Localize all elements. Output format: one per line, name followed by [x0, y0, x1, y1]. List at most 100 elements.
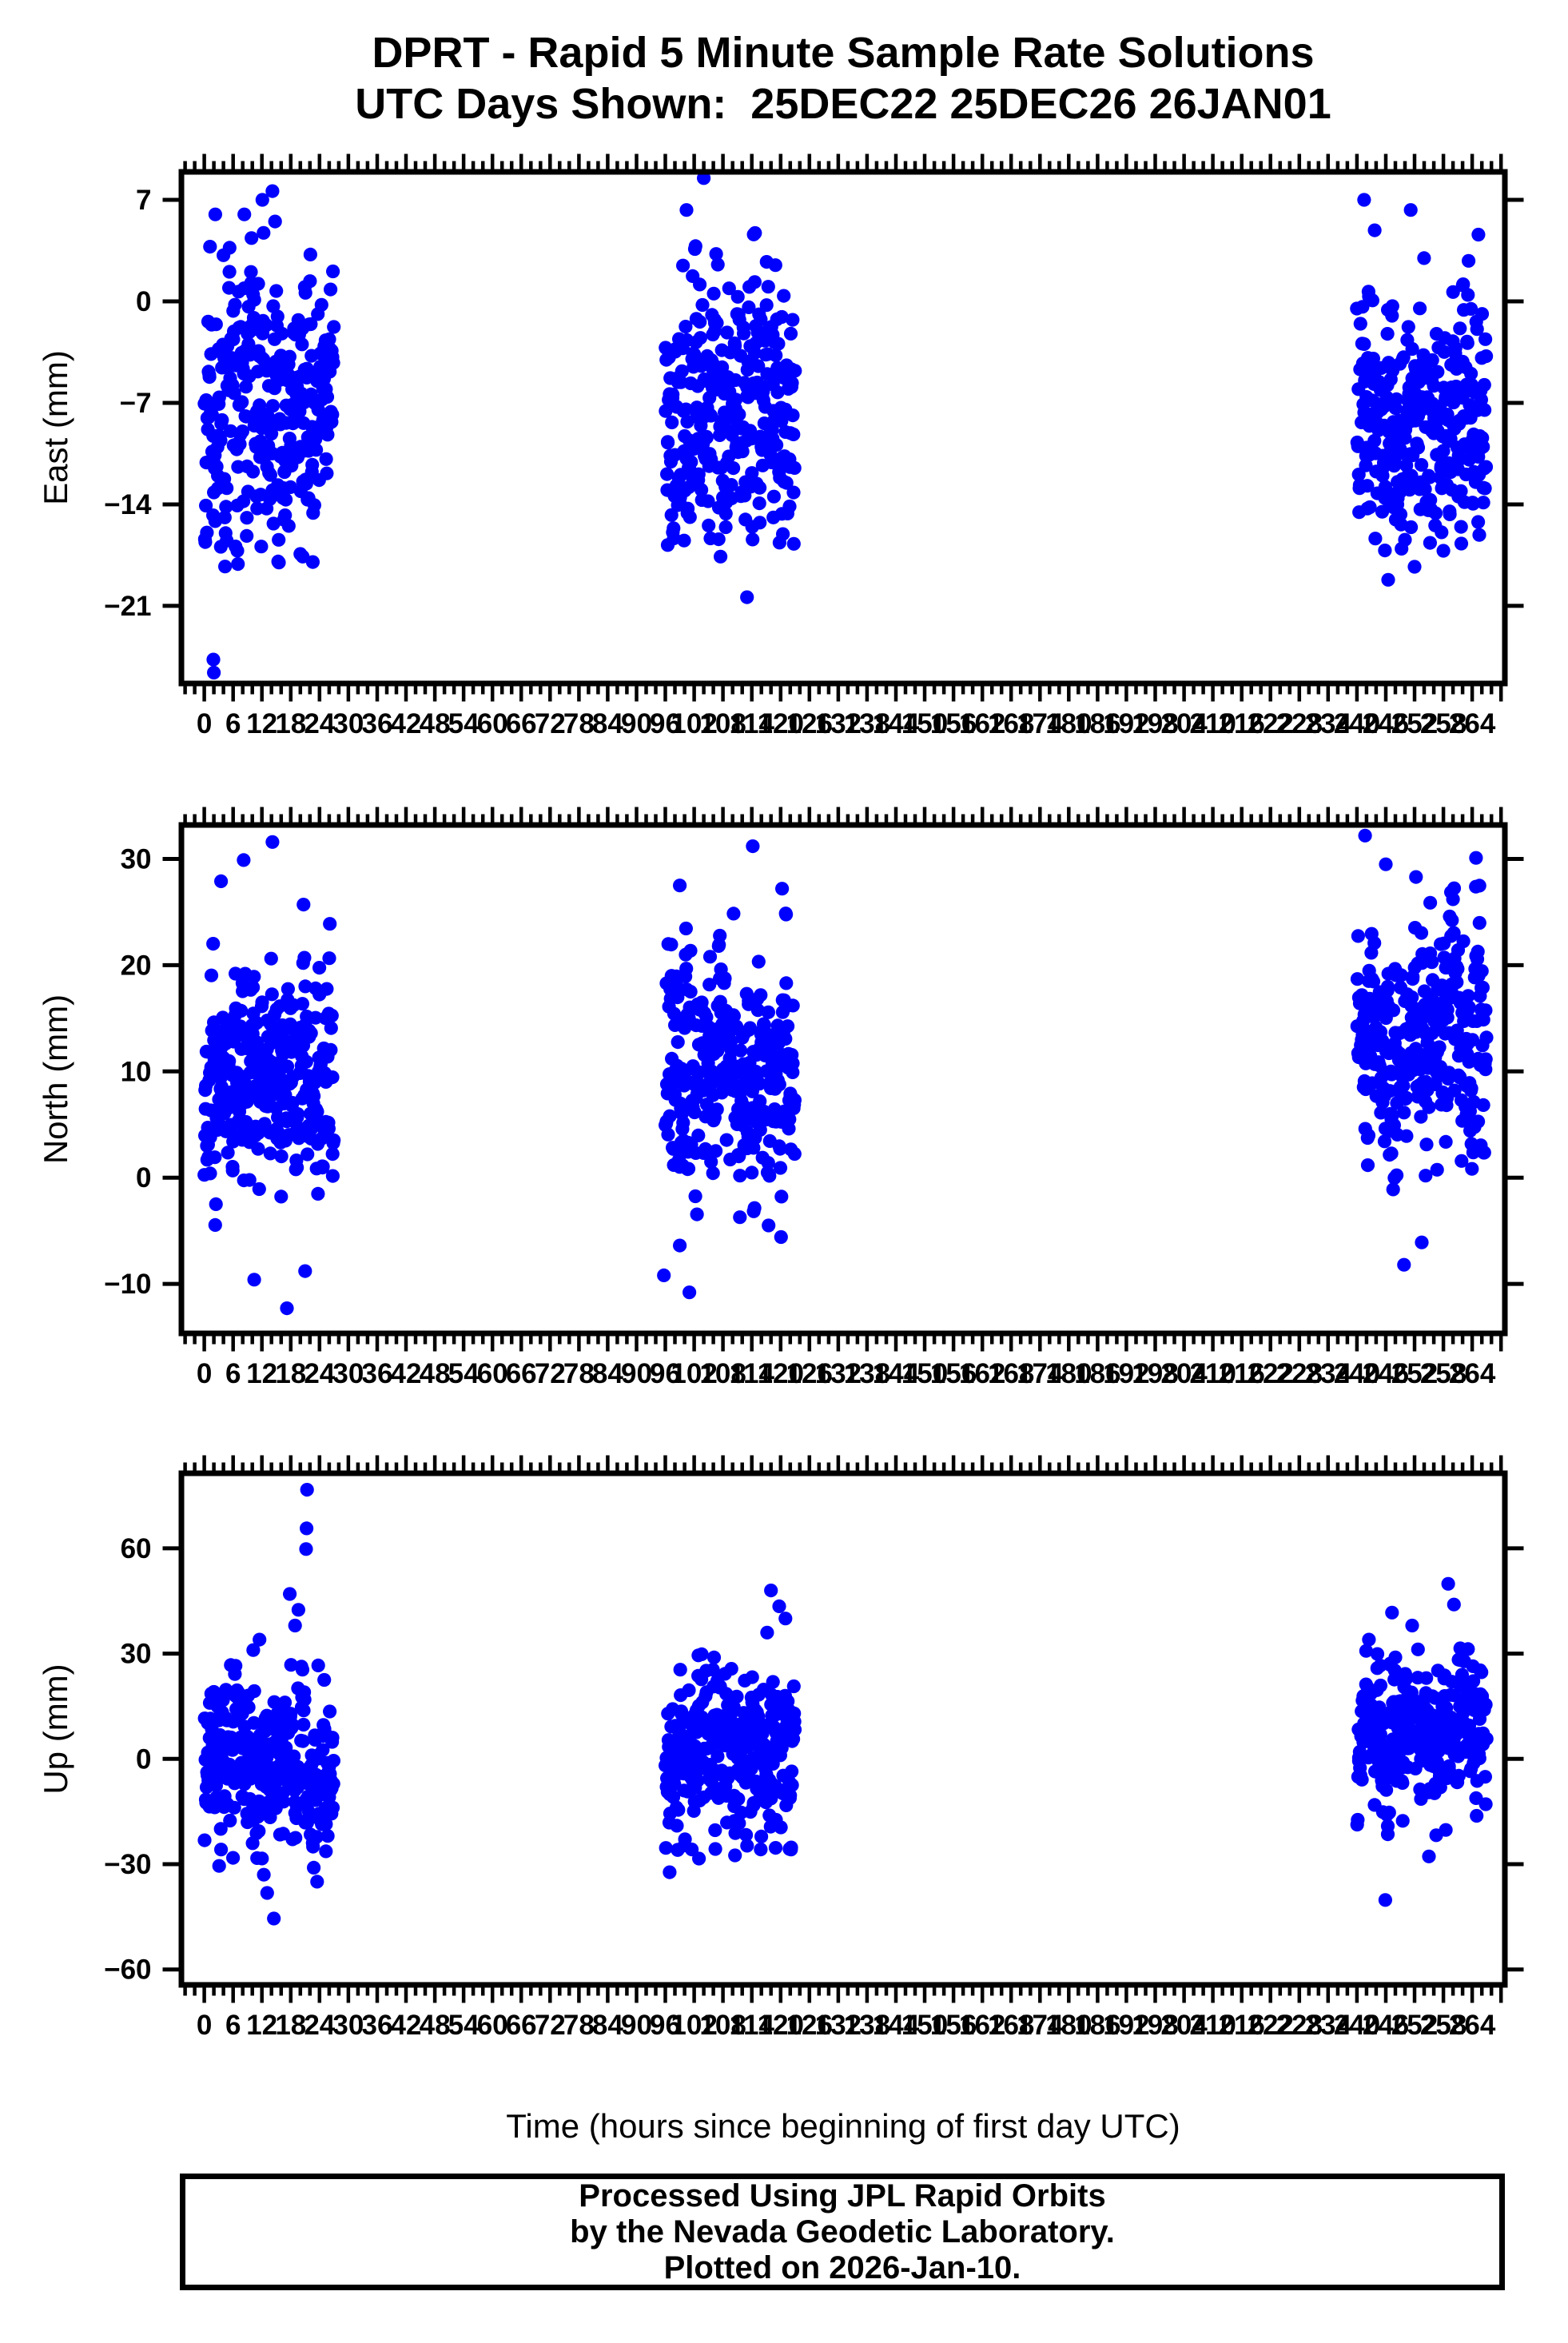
svg-text:216: 216	[1218, 1358, 1264, 1389]
svg-text:180: 180	[1045, 1358, 1092, 1389]
east-frame	[178, 169, 1508, 687]
svg-text:0: 0	[197, 1358, 212, 1389]
svg-text:168: 168	[988, 1358, 1034, 1389]
east-points	[197, 171, 1494, 680]
svg-text:222: 222	[1247, 1358, 1293, 1389]
svg-text:42: 42	[391, 2010, 422, 2041]
svg-text:264: 264	[1449, 2010, 1496, 2041]
svg-text:150: 150	[901, 1358, 948, 1389]
svg-text:204: 204	[1160, 1358, 1208, 1389]
svg-text:0: 0	[197, 2010, 212, 2041]
svg-text:252: 252	[1391, 1358, 1438, 1389]
svg-text:102: 102	[671, 1358, 717, 1389]
svg-text:6: 6	[225, 1358, 241, 1389]
svg-text:−21: −21	[104, 591, 151, 622]
svg-text:78: 78	[563, 708, 595, 739]
east-axis-title: East (mm)	[37, 350, 74, 505]
svg-text:24: 24	[304, 1358, 335, 1389]
svg-text:10: 10	[121, 1056, 152, 1087]
svg-text:198: 198	[1132, 2010, 1178, 2041]
svg-text:252: 252	[1391, 2010, 1438, 2041]
svg-text:0: 0	[197, 708, 212, 739]
svg-text:6: 6	[225, 2010, 241, 2041]
svg-text:114: 114	[729, 1358, 774, 1389]
svg-text:−10: −10	[104, 1269, 151, 1300]
svg-text:−7: −7	[120, 388, 152, 419]
svg-text:192: 192	[1103, 2010, 1149, 2041]
svg-text:108: 108	[699, 2010, 746, 2041]
svg-text:174: 174	[1017, 1358, 1064, 1389]
panel-north: 0 6 12182430364248546066727884909610210811…	[104, 807, 1524, 1389]
caption-line1: Processed Using JPL Rapid Orbits	[579, 2178, 1106, 2213]
svg-text:240: 240	[1334, 2010, 1380, 2041]
caption-line3: Plotted on 2026-Jan-10.	[663, 2249, 1021, 2285]
svg-text:132: 132	[815, 2010, 862, 2041]
svg-text:210: 210	[1189, 1358, 1236, 1389]
svg-text:234: 234	[1305, 2010, 1352, 2041]
svg-text:0: 0	[136, 286, 151, 317]
svg-text:42: 42	[391, 1358, 422, 1389]
svg-text:30: 30	[332, 708, 364, 739]
svg-text:258: 258	[1420, 1358, 1467, 1389]
svg-text:48: 48	[420, 708, 451, 739]
up-y-ticks	[162, 1546, 1524, 1972]
svg-text:198: 198	[1132, 708, 1178, 739]
svg-text:120: 120	[758, 1358, 804, 1389]
svg-text:84: 84	[592, 708, 623, 739]
svg-text:156: 156	[930, 708, 977, 739]
svg-text:42: 42	[391, 708, 422, 739]
svg-text:138: 138	[844, 708, 890, 739]
svg-text:90: 90	[621, 1358, 652, 1389]
svg-text:210: 210	[1189, 708, 1236, 739]
svg-text:240: 240	[1334, 708, 1380, 739]
svg-text:222: 222	[1247, 708, 1293, 739]
svg-text:258: 258	[1420, 708, 1467, 739]
svg-text:252: 252	[1391, 708, 1438, 739]
svg-text:144: 144	[873, 708, 920, 739]
svg-text:174: 174	[1017, 2010, 1064, 2041]
east-x-ticks	[183, 153, 1503, 702]
svg-text:228: 228	[1276, 2010, 1323, 2041]
svg-text:228: 228	[1276, 1358, 1323, 1389]
svg-text:120: 120	[758, 708, 804, 739]
svg-text:20: 20	[121, 950, 152, 981]
svg-text:30: 30	[121, 844, 152, 875]
svg-text:156: 156	[930, 2010, 977, 2041]
svg-text:216: 216	[1218, 708, 1264, 739]
svg-text:24: 24	[304, 2010, 335, 2041]
svg-text:18: 18	[275, 708, 306, 739]
svg-text:96: 96	[650, 1358, 681, 1389]
svg-text:66: 66	[506, 2010, 537, 2041]
svg-text:−60: −60	[104, 1954, 151, 1986]
svg-text:144: 144	[873, 1358, 920, 1389]
svg-text:156: 156	[930, 1358, 977, 1389]
svg-text:126: 126	[786, 2010, 833, 2041]
svg-text:0: 0	[136, 1162, 151, 1193]
svg-text:216: 216	[1218, 2010, 1264, 2041]
svg-text:54: 54	[448, 708, 480, 739]
svg-text:132: 132	[815, 708, 862, 739]
north-y-tick-labels: 30 20 10 0 −10	[104, 844, 151, 1301]
svg-text:102: 102	[671, 708, 717, 739]
svg-text:102: 102	[671, 2010, 717, 2041]
svg-text:48: 48	[420, 2010, 451, 2041]
svg-text:84: 84	[592, 1358, 623, 1389]
svg-text:204: 204	[1160, 2010, 1208, 2041]
svg-text:18: 18	[275, 2010, 306, 2041]
svg-text:264: 264	[1449, 708, 1496, 739]
svg-text:192: 192	[1103, 708, 1149, 739]
svg-text:12: 12	[246, 2010, 277, 2041]
svg-text:228: 228	[1276, 708, 1323, 739]
svg-text:60: 60	[477, 1358, 508, 1389]
svg-text:96: 96	[650, 2010, 681, 2041]
svg-text:54: 54	[448, 2010, 480, 2041]
svg-text:180: 180	[1045, 2010, 1092, 2041]
svg-text:258: 258	[1420, 2010, 1467, 2041]
svg-text:12: 12	[246, 1358, 277, 1389]
svg-text:66: 66	[506, 708, 537, 739]
svg-text:150: 150	[901, 2010, 948, 2041]
svg-text:66: 66	[506, 1358, 537, 1389]
svg-text:246: 246	[1363, 1358, 1409, 1389]
svg-text:78: 78	[563, 1358, 595, 1389]
svg-text:60: 60	[477, 2010, 508, 2041]
